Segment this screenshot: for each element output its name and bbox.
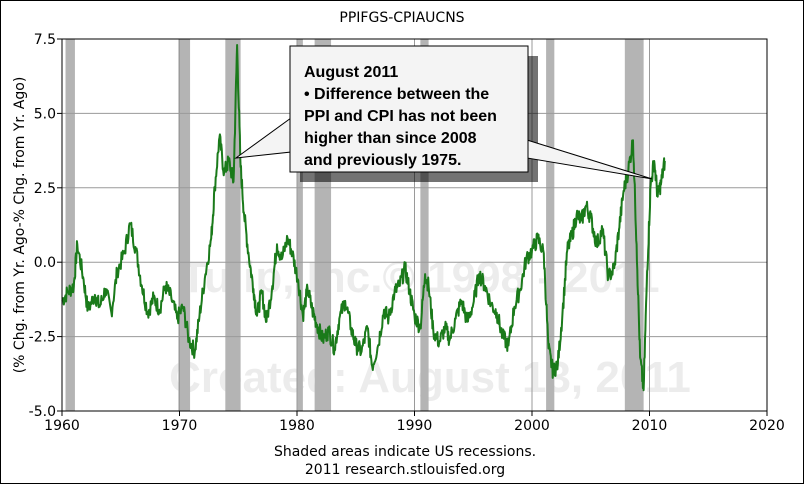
recession-band bbox=[420, 39, 429, 411]
watermark-line-2: Created: August 13, 2011 bbox=[169, 353, 691, 402]
x-tick-label: 1990 bbox=[397, 418, 433, 434]
y-tick-label: 5.0 bbox=[34, 106, 56, 122]
recession-band bbox=[178, 39, 191, 411]
callout-line-3: PPI and CPI has not been bbox=[304, 108, 497, 125]
x-tick-label: 2010 bbox=[632, 418, 668, 434]
footer-source: 2011 research.stlouisfed.org bbox=[305, 462, 505, 478]
callout-line-5: and previously 1975. bbox=[304, 152, 461, 169]
callout-seam-left bbox=[291, 115, 294, 155]
callout-seam-right bbox=[524, 138, 527, 160]
y-axis-label: (% Chg. from Yr. Ago-% Chg. from Yr. Ago… bbox=[12, 77, 28, 374]
callout-box bbox=[289, 45, 529, 173]
series-line bbox=[61, 44, 666, 392]
recession-band bbox=[225, 39, 241, 411]
chart-title: PPIFGS-CPIAUCNS bbox=[339, 10, 464, 26]
x-tick-label: 2020 bbox=[749, 418, 785, 434]
recession-band bbox=[546, 39, 555, 411]
y-tick-label: -5.0 bbox=[29, 404, 56, 420]
recession-band bbox=[65, 39, 75, 411]
x-tick-label: 1980 bbox=[279, 418, 315, 434]
annotation-callout: August 2011 • Difference between the PPI… bbox=[234, 45, 653, 182]
axis-ticks: -5.0 -2.5 0.0 2.5 5.0 7.5 1960 1970 1980 1990 2000… bbox=[29, 32, 785, 434]
footer-recession-note: Shaded areas indicate US recessions. bbox=[274, 444, 536, 460]
recession-band bbox=[297, 39, 303, 411]
callout-line-4: higher than since 2008 bbox=[304, 130, 477, 147]
callout-line-2: • Difference between the bbox=[304, 86, 489, 103]
y-tick-label: 2.5 bbox=[34, 181, 56, 197]
y-tick-label: 7.5 bbox=[34, 32, 56, 48]
series-group bbox=[61, 44, 666, 392]
x-tick-label: 1970 bbox=[162, 418, 198, 434]
x-tick-label: 2000 bbox=[514, 418, 550, 434]
callout-pointer-left bbox=[234, 117, 292, 159]
y-tick-label: -2.5 bbox=[29, 330, 56, 346]
x-tick-label: 1960 bbox=[44, 418, 80, 434]
y-tick-label: 0.0 bbox=[34, 255, 56, 271]
callout-line-1: August 2011 bbox=[304, 64, 398, 81]
